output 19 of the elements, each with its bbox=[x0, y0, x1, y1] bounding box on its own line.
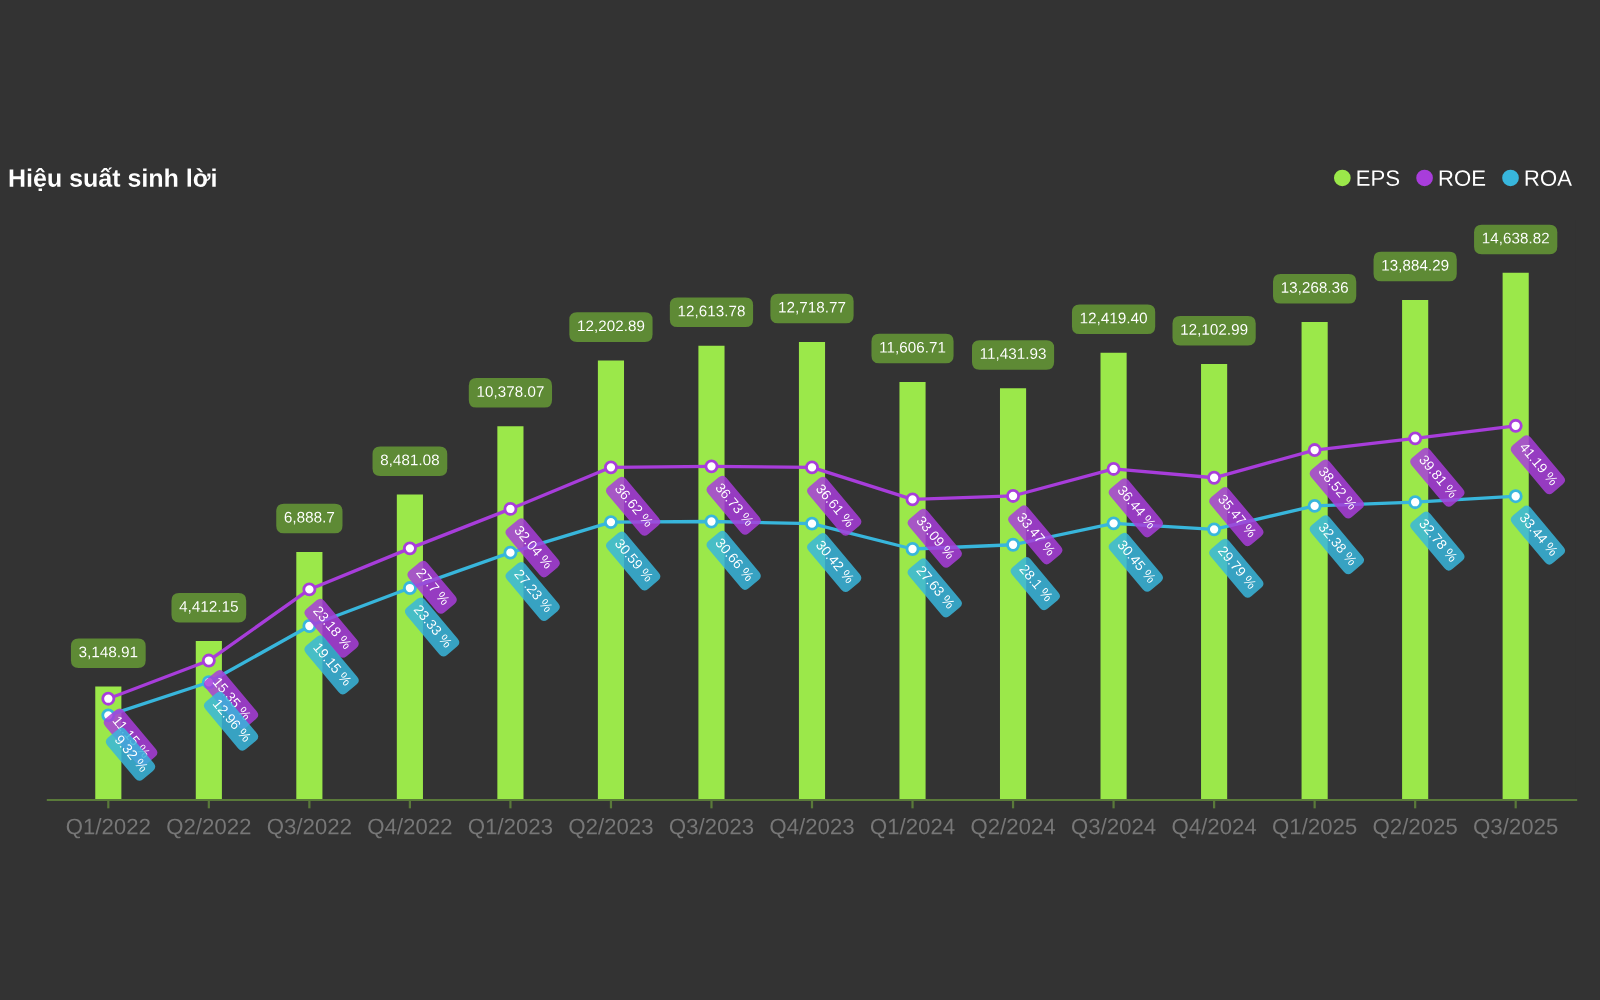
legend-label: ROE bbox=[1439, 170, 1486, 186]
legend-label: ROA bbox=[1525, 170, 1572, 186]
x-tick-label: Q1/2025 bbox=[1273, 818, 1357, 839]
x-tick-label: Q1/2023 bbox=[468, 818, 553, 839]
x-tick-label: Q4/2022 bbox=[368, 818, 452, 839]
x-tick-label: Q3/2023 bbox=[669, 818, 754, 839]
chart-title: Hiệu suất sinh lời bbox=[9, 167, 216, 192]
x-tick-label: Q4/2024 bbox=[1172, 818, 1257, 839]
x-tick-label: Q1/2022 bbox=[66, 818, 150, 839]
x-tick-label: Q2/2022 bbox=[167, 818, 251, 839]
x-tick-label: Q3/2022 bbox=[267, 818, 351, 839]
x-tick-label: Q3/2024 bbox=[1072, 818, 1156, 839]
x-tick-label: Q2/2025 bbox=[1373, 818, 1457, 839]
x-tick-label: Q3/2025 bbox=[1474, 818, 1558, 839]
x-tick-label: Q2/2024 bbox=[971, 818, 1056, 839]
legend-label: EPS bbox=[1357, 170, 1400, 186]
x-tick-label: Q2/2023 bbox=[569, 818, 653, 839]
x-tick-label: Q4/2023 bbox=[770, 818, 854, 839]
x-tick-label: Q1/2024 bbox=[870, 818, 955, 839]
